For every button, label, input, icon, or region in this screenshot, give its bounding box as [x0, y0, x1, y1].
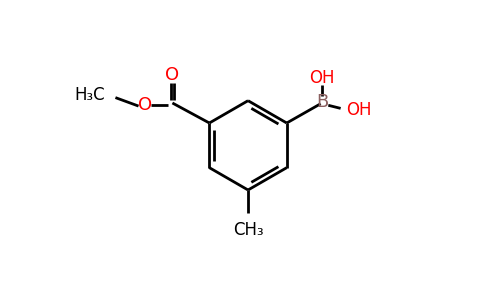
Text: B: B	[316, 93, 328, 111]
Text: CH₃: CH₃	[233, 221, 263, 239]
Text: OH: OH	[309, 69, 335, 87]
Text: OH: OH	[347, 101, 372, 119]
Text: O: O	[137, 95, 152, 113]
Text: H₃C: H₃C	[74, 86, 105, 104]
Text: O: O	[166, 66, 180, 84]
